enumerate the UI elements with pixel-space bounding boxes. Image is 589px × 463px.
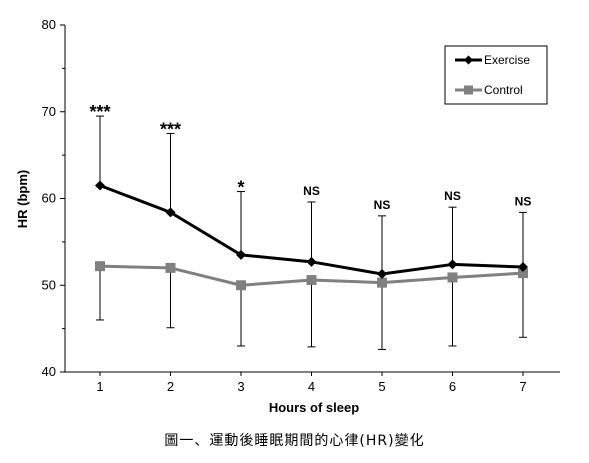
y-tick-label: 50 [42, 277, 56, 292]
exercise-data-point [306, 256, 317, 267]
x-tick-label: 6 [449, 379, 456, 394]
significance-label: *** [160, 119, 181, 139]
y-axis-title: HR (bpm) [15, 170, 30, 229]
exercise-data-point [518, 262, 528, 273]
chart-legend: Exercise Control [444, 45, 548, 105]
exercise-data-point [377, 268, 387, 279]
control-data-point [377, 277, 387, 288]
exercise-data-point [447, 259, 458, 270]
legend-marker-control [464, 85, 473, 95]
legend-marker-exercise [464, 55, 473, 65]
y-tick-label: 60 [42, 191, 56, 206]
x-tick-label: 1 [96, 379, 103, 394]
exercise-data-point [95, 180, 105, 191]
significance-label: *** [89, 102, 110, 122]
x-tick-label: 4 [308, 379, 315, 394]
significance-label: NS [303, 184, 320, 198]
exercise-data-point [236, 249, 246, 260]
figure-caption: 圖一、運動後睡眠期間的心律(HR)變化 [164, 433, 425, 449]
legend-box [444, 45, 548, 105]
error-bars [96, 115, 527, 350]
significance-label: NS [515, 194, 532, 208]
series-markers [95, 180, 528, 291]
y-axis-ticks: 40 50 60 70 80 [42, 17, 65, 379]
control-data-point [518, 268, 528, 279]
control-data-point [447, 272, 458, 283]
exercise-data-point [165, 207, 176, 218]
legend-label-control: Control [484, 83, 523, 97]
x-axis-title: Hours of sleep [269, 400, 359, 415]
significance-label: * [237, 178, 244, 198]
significance-label: NS [444, 189, 461, 203]
x-tick-label: 3 [237, 379, 244, 394]
x-tick-label: 7 [519, 379, 526, 394]
x-tick-label: 5 [378, 379, 385, 394]
significance-label: NS [374, 198, 391, 212]
y-tick-label: 80 [42, 17, 56, 32]
y-tick-label: 70 [42, 104, 56, 119]
control-data-point [165, 262, 176, 273]
control-data-point [236, 280, 246, 291]
y-tick-label: 40 [42, 364, 56, 379]
x-tick-label: 2 [167, 379, 174, 394]
legend-label-exercise: Exercise [484, 53, 530, 67]
x-axis-ticks: 1 2 3 4 5 6 7 [96, 372, 527, 394]
control-data-point [95, 261, 105, 272]
control-data-point [306, 275, 317, 286]
